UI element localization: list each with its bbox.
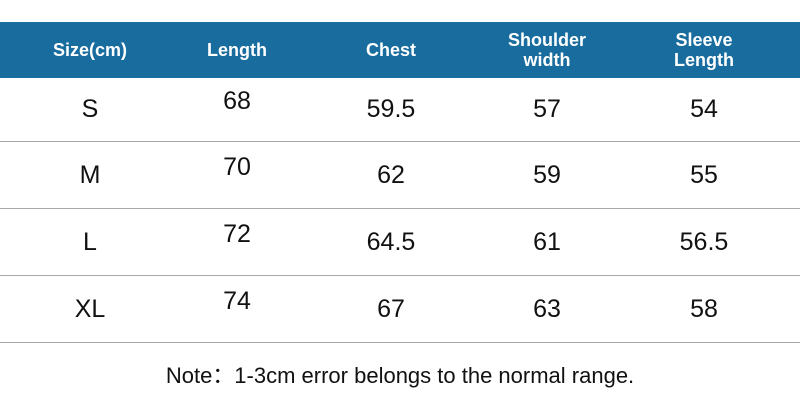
table-cell: 64.5 [366,227,416,256]
table-cell: 70 [223,152,251,181]
table-cell: 74 [223,286,251,315]
table-cell: 57 [533,95,561,123]
table-cell: 63 [533,294,561,323]
table-cell: 68 [223,87,251,115]
table-row: XL 74 67 63 58 [0,276,800,343]
table-cell: 59.5 [366,95,416,123]
table-cell: XL [74,294,106,323]
table-row: S 68 59.5 57 54 [0,78,800,142]
column-header: Length [207,40,267,60]
table-row: L 72 64.5 61 56.5 [0,209,800,276]
table-cell: 54 [690,95,718,123]
column-header: Sleeve Length [674,30,734,70]
column-header: Size(cm) [52,40,128,60]
column-header: Shoulder width [507,30,586,70]
table-cell: M [79,160,101,189]
table-cell: L [83,227,97,256]
table-cell: 62 [377,160,405,189]
table-cell: 59 [533,160,561,189]
table-cell: 55 [690,160,718,189]
table-cell: 72 [223,219,251,248]
table-header: Size(cm) Length Chest Shoulder width Sleeve … [0,22,800,78]
table-row: M 70 62 59 55 [0,142,800,209]
table-cell: 67 [377,294,405,323]
table-cell: 58 [690,294,718,323]
column-header: Chest [365,40,416,60]
table-cell: S [81,95,99,123]
table-cell: 61 [533,227,561,256]
note: Note：1-3cm error belongs to the normal r… [165,363,635,388]
table-cell: 56.5 [679,227,729,256]
